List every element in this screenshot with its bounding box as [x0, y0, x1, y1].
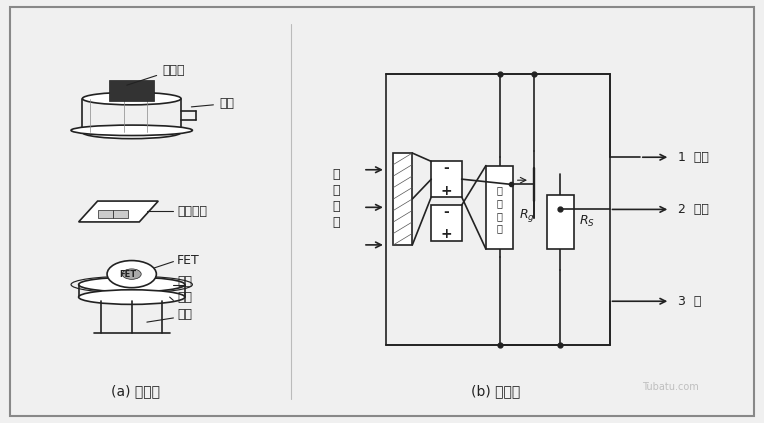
Text: $R_g$: $R_g$	[519, 207, 535, 224]
Bar	[98, 210, 113, 218]
Text: FET: FET	[119, 269, 137, 279]
Text: 滤光片: 滤光片	[127, 63, 185, 85]
Ellipse shape	[83, 92, 181, 105]
Text: Tubatu.com: Tubatu.com	[642, 382, 698, 392]
Text: 高阻: 高阻	[177, 291, 193, 304]
Bar	[432, 205, 461, 241]
Text: (a) 结构图: (a) 结构图	[111, 384, 160, 398]
Bar	[109, 80, 154, 101]
Ellipse shape	[79, 290, 185, 305]
Text: +: +	[441, 228, 452, 242]
Text: 高: 高	[497, 186, 503, 195]
Bar	[393, 153, 413, 245]
Text: 值: 值	[497, 198, 503, 208]
Ellipse shape	[122, 269, 141, 279]
Bar	[486, 165, 513, 249]
Text: 阻: 阻	[497, 223, 503, 233]
Bar	[113, 210, 128, 218]
Text: 2  源级: 2 源级	[678, 203, 709, 216]
Text: 红
外
辐
射: 红 外 辐 射	[333, 168, 340, 229]
Text: FET: FET	[177, 254, 200, 266]
Text: 引脚: 引脚	[177, 308, 193, 321]
Text: $R_S$: $R_S$	[579, 214, 595, 230]
Text: 管帽: 管帽	[191, 97, 234, 110]
Text: 敏感元件: 敏感元件	[177, 205, 207, 218]
Text: 1  漏级: 1 漏级	[678, 151, 709, 164]
Text: -: -	[444, 204, 449, 219]
Polygon shape	[79, 201, 158, 222]
Text: 管座: 管座	[177, 275, 193, 288]
Ellipse shape	[79, 277, 185, 292]
Text: (b) 电路图: (b) 电路图	[471, 384, 520, 398]
Text: 电: 电	[497, 211, 503, 221]
Bar	[546, 195, 574, 249]
Bar	[432, 162, 461, 197]
Ellipse shape	[107, 261, 157, 288]
Text: -: -	[444, 161, 449, 175]
Ellipse shape	[83, 126, 181, 139]
Ellipse shape	[71, 125, 193, 135]
Text: +: +	[441, 184, 452, 198]
Text: 3  地: 3 地	[678, 295, 701, 308]
